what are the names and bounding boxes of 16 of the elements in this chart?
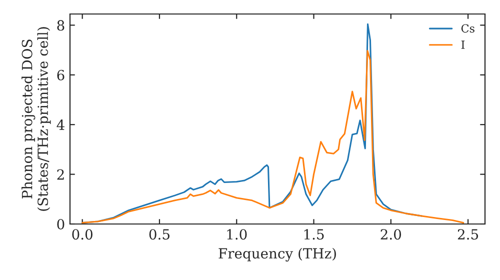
legend-label: I xyxy=(461,40,465,49)
y-tick-label: 4 xyxy=(56,120,64,130)
y-tick-label: 2 xyxy=(57,169,64,180)
x-tick-label: 2.5 xyxy=(458,229,478,240)
y-axis-title: Phonon projected DOS (States/THz·primitive cell) xyxy=(22,27,51,211)
x-tick-label: 0.0 xyxy=(72,229,92,240)
y-tick-label: 0 xyxy=(57,218,64,230)
x-tick-label: 1.5 xyxy=(304,229,324,240)
legend-label: Cs xyxy=(461,24,474,33)
y-tick-label: 6 xyxy=(57,70,64,80)
x-tick-label: 2.0 xyxy=(380,229,402,240)
x-tick-label: 1.0 xyxy=(227,229,247,240)
y-tick-label: 8 xyxy=(57,20,64,31)
x-axis-title: Frequency (THz) xyxy=(218,248,336,262)
line-series xyxy=(82,50,464,224)
x-tick-label: 0.5 xyxy=(149,229,170,240)
